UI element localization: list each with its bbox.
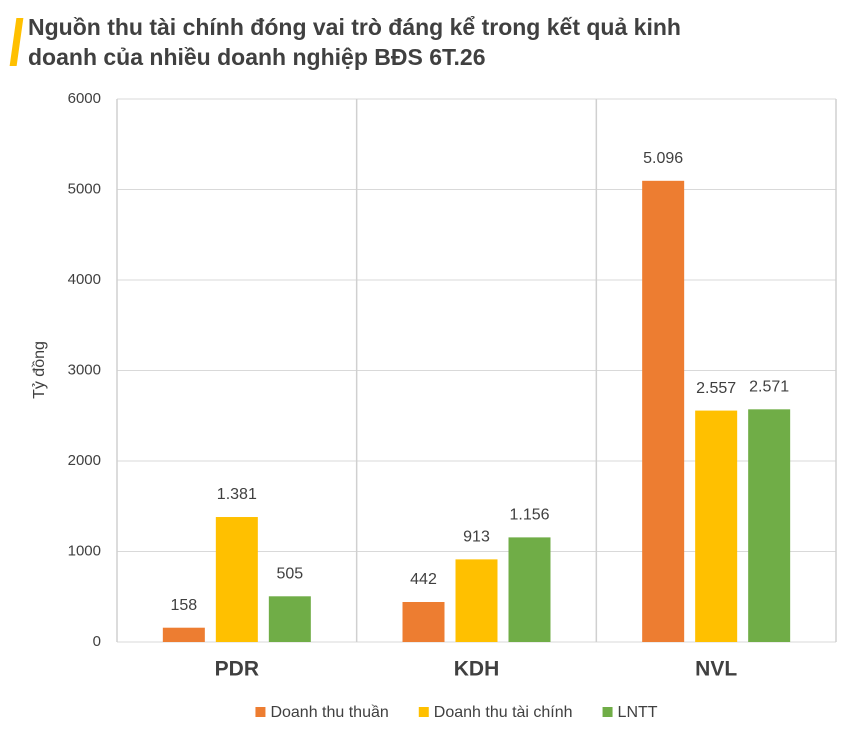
chart-title: Nguồn thu tài chính đóng vai trò đáng kể…	[28, 14, 681, 70]
data-label: 1.381	[217, 486, 257, 503]
y-tick-label: 0	[93, 633, 101, 650]
y-tick-label: 2000	[68, 452, 101, 469]
legend-swatch	[418, 707, 429, 717]
data-label: 5.096	[643, 150, 683, 167]
bar	[695, 410, 738, 642]
y-tick-label: 1000	[68, 542, 101, 559]
y-tick-label: 5000	[68, 180, 101, 197]
legend: Doanh thu thuần Doanh thu tài chính LNTT	[255, 704, 658, 721]
bar	[642, 180, 685, 642]
y-tick-label: 4000	[68, 271, 101, 288]
data-label: 442	[410, 571, 437, 588]
y-tick-label: 3000	[68, 361, 101, 378]
data-label: 2.571	[749, 379, 789, 396]
data-label: 1.156	[509, 507, 549, 524]
data-label: 158	[170, 597, 197, 614]
legend-swatch	[255, 707, 266, 717]
legend-label: LNTT	[618, 704, 658, 721]
bar	[268, 596, 311, 642]
y-tick-label: 6000	[68, 90, 101, 107]
bar	[748, 409, 791, 642]
data-label: 913	[463, 529, 490, 546]
legend-label: Doanh thu tài chính	[434, 704, 573, 721]
bar	[508, 537, 551, 642]
x-tick-label: PDR	[215, 658, 259, 681]
bar	[402, 601, 445, 642]
data-label: 505	[276, 566, 303, 583]
data-label: 2.557	[696, 380, 736, 397]
bar	[162, 627, 205, 642]
y-axis-label: Tỷ đồng	[31, 341, 48, 399]
legend-swatch	[602, 707, 613, 717]
x-tick-label: KDH	[454, 658, 500, 681]
bar	[455, 559, 498, 642]
bar	[215, 517, 258, 642]
x-tick-label: NVL	[695, 658, 737, 681]
legend-label: Doanh thu thuần	[270, 704, 388, 721]
